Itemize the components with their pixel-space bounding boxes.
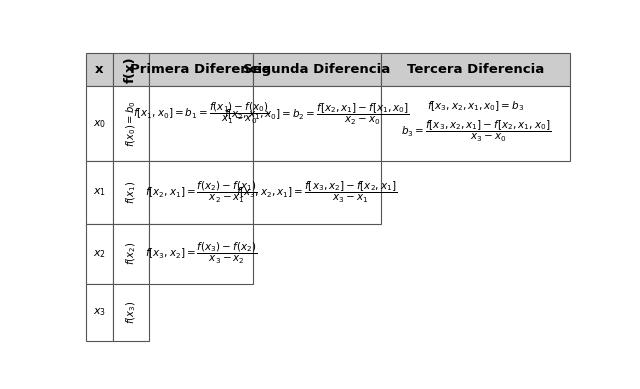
- Bar: [86, 284, 113, 341]
- Bar: [149, 161, 253, 224]
- Bar: [381, 53, 570, 86]
- Text: x: x: [95, 63, 104, 76]
- Bar: [113, 224, 149, 284]
- Text: $f(x_3)$: $f(x_3)$: [124, 301, 138, 324]
- Bar: [253, 53, 381, 86]
- Text: $x_2$: $x_2$: [93, 248, 106, 259]
- Bar: [253, 86, 381, 161]
- Text: $f[x_3,x_2]=\dfrac{f(x_3)-f(x_2)}{x_3-x_2}$: $f[x_3,x_2]=\dfrac{f(x_3)-f(x_2)}{x_3-x_…: [145, 241, 257, 266]
- Bar: [86, 224, 113, 284]
- Text: Tercera Diferencia: Tercera Diferencia: [407, 63, 544, 76]
- Text: $x_0$: $x_0$: [93, 118, 106, 130]
- Bar: [86, 161, 113, 224]
- Bar: [149, 86, 253, 161]
- Text: $x_1$: $x_1$: [93, 187, 106, 198]
- Text: $f[x_3,x_2,x_1]=\dfrac{f[x_3,x_2]-f[x_2,x_1]}{x_3-x_1}$: $f[x_3,x_2,x_1]=\dfrac{f[x_3,x_2]-f[x_2,…: [236, 180, 398, 205]
- Bar: [149, 53, 253, 86]
- Bar: [253, 161, 381, 224]
- Text: $x_3$: $x_3$: [93, 306, 106, 318]
- Text: $f(x_0)=b_0$: $f(x_0)=b_0$: [124, 101, 138, 147]
- Bar: [113, 161, 149, 224]
- Text: $f[x_2,x_1]=\dfrac{f(x_2)-f(x_1)}{x_2-x_1}$: $f[x_2,x_1]=\dfrac{f(x_2)-f(x_1)}{x_2-x_…: [145, 180, 257, 205]
- Bar: [113, 284, 149, 341]
- Bar: [113, 53, 149, 86]
- Text: $f[x_3,x_2,x_1,x_0]=b_3$: $f[x_3,x_2,x_1,x_0]=b_3$: [427, 99, 524, 113]
- Text: $b_3=\dfrac{f[x_3,x_2,x_1]-f[x_2,x_1,x_0]}{x_3-x_0}$: $b_3=\dfrac{f[x_3,x_2,x_1]-f[x_2,x_1,x_0…: [401, 119, 550, 144]
- Bar: [381, 86, 570, 161]
- Text: $f[x_1,x_0]=b_1=\dfrac{f(x_1)-f(x_0)}{x_1-x_0}$: $f[x_1,x_0]=b_1=\dfrac{f(x_1)-f(x_0)}{x_…: [132, 101, 269, 126]
- Text: Segunda Diferencia: Segunda Diferencia: [243, 63, 391, 76]
- Bar: [113, 86, 149, 161]
- Bar: [149, 224, 253, 284]
- Text: Primera Diferencia: Primera Diferencia: [131, 63, 271, 76]
- Text: f(x): f(x): [124, 56, 137, 83]
- Text: $f[x_2,x_1,x_0]=b_2=\dfrac{f[x_2,x_1]-f[x_1,x_0]}{x_2-x_0}$: $f[x_2,x_1,x_0]=b_2=\dfrac{f[x_2,x_1]-f[…: [224, 102, 410, 128]
- Bar: [86, 86, 113, 161]
- Text: $f(x_2)$: $f(x_2)$: [124, 242, 138, 265]
- Bar: [86, 53, 113, 86]
- Text: $f(x_1)$: $f(x_1)$: [124, 181, 138, 204]
